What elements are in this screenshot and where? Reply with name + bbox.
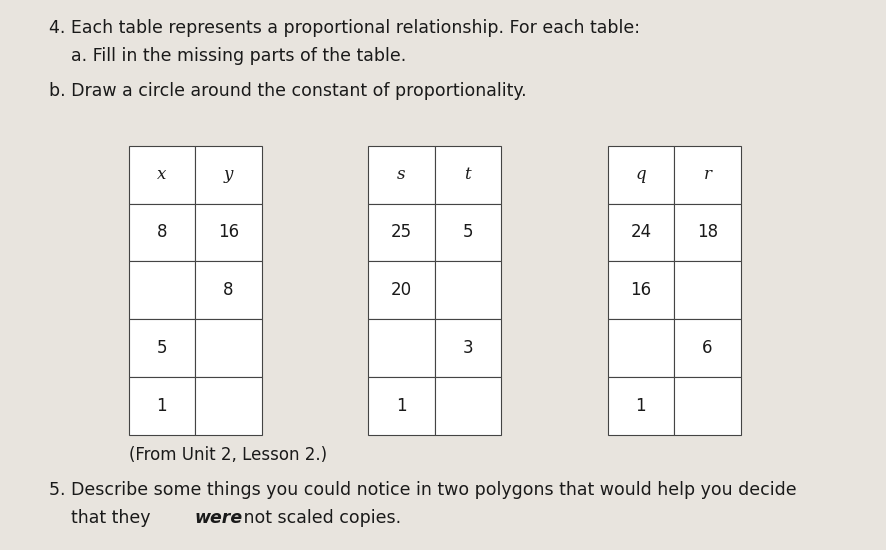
Bar	[368, 261, 434, 319]
Text: 25: 25	[391, 223, 411, 241]
Text: r: r	[703, 166, 711, 183]
Bar	[368, 146, 434, 204]
Text: 24: 24	[630, 223, 650, 241]
Text: a. Fill in the missing parts of the table.: a. Fill in the missing parts of the tabl…	[49, 47, 406, 65]
Bar	[195, 146, 261, 204]
Bar	[128, 319, 195, 377]
Bar	[434, 261, 501, 319]
Bar	[607, 204, 673, 261]
Text: 20: 20	[391, 281, 411, 299]
Text: 16: 16	[630, 281, 650, 299]
Text: 16: 16	[218, 223, 238, 241]
Text: 1: 1	[396, 397, 406, 415]
Text: 8: 8	[157, 223, 167, 241]
Text: 1: 1	[635, 397, 645, 415]
Text: 5: 5	[157, 339, 167, 357]
Bar	[434, 204, 501, 261]
Text: 8: 8	[223, 281, 233, 299]
Bar	[673, 319, 740, 377]
Bar	[607, 377, 673, 435]
Bar	[607, 261, 673, 319]
Text: (From Unit 2, Lesson 2.): (From Unit 2, Lesson 2.)	[128, 446, 326, 464]
Bar	[673, 204, 740, 261]
Bar	[434, 146, 501, 204]
Text: 1: 1	[157, 397, 167, 415]
Bar	[195, 204, 261, 261]
Text: not scaled copies.: not scaled copies.	[238, 509, 401, 527]
Text: x: x	[157, 166, 167, 183]
Text: 5: 5	[462, 223, 472, 241]
Bar	[434, 377, 501, 435]
Text: y: y	[223, 166, 233, 183]
Bar	[368, 319, 434, 377]
Text: 3: 3	[462, 339, 472, 357]
Text: were: were	[194, 509, 243, 527]
Text: b. Draw a circle around the constant of proportionality.: b. Draw a circle around the constant of …	[49, 82, 525, 101]
Bar	[368, 204, 434, 261]
Text: t: t	[464, 166, 470, 183]
Bar	[607, 319, 673, 377]
Bar	[128, 261, 195, 319]
Bar	[434, 319, 501, 377]
Text: 4. Each table represents a proportional relationship. For each table:: 4. Each table represents a proportional …	[49, 19, 639, 37]
Bar	[368, 377, 434, 435]
Bar	[128, 204, 195, 261]
Bar	[195, 377, 261, 435]
Bar	[673, 146, 740, 204]
Text: 6: 6	[702, 339, 711, 357]
Bar	[673, 377, 740, 435]
Text: 5. Describe some things you could notice in two polygons that would help you dec: 5. Describe some things you could notice…	[49, 481, 796, 499]
Bar	[128, 146, 195, 204]
Bar	[607, 146, 673, 204]
Text: s: s	[397, 166, 405, 183]
Bar	[195, 261, 261, 319]
Text: 18: 18	[696, 223, 717, 241]
Text: that they: that they	[49, 509, 156, 527]
Bar	[673, 261, 740, 319]
Bar	[128, 377, 195, 435]
Text: q: q	[635, 166, 645, 183]
Bar	[195, 319, 261, 377]
